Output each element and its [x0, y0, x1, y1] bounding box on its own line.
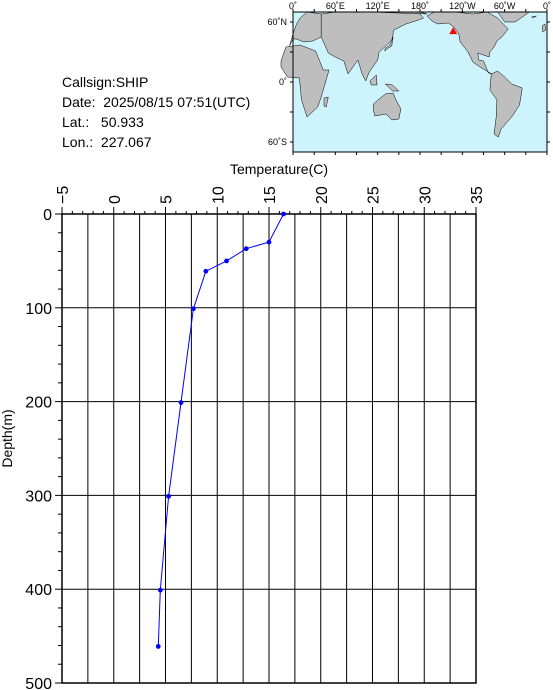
map-lon-label: 60˚E [326, 1, 345, 11]
x-tick-label: 10 [210, 186, 227, 204]
x-tick-label: 30 [417, 186, 434, 204]
x-tick-label: 15 [262, 186, 279, 204]
profile-point [191, 306, 196, 312]
profile-line [157, 213, 284, 647]
profile-point [224, 258, 229, 264]
map-lon-label: 120˚W [449, 1, 476, 11]
map-lat-label: 60˚N [267, 17, 287, 27]
station-marker [449, 27, 458, 35]
land-mass [541, 23, 546, 33]
profile-point [157, 587, 163, 593]
map-lon-label: 0˚ [543, 1, 551, 11]
land-mass [323, 96, 329, 108]
x-tick-label: −5 [55, 186, 72, 204]
land-mass [530, 15, 537, 19]
profile-point [178, 400, 184, 405]
land-mass [373, 92, 402, 121]
y-tick-label: 100 [25, 301, 52, 318]
date-text: Date: 2025/08/15 07:51(UTC) [62, 94, 251, 110]
latitude-text: Lat.: 50.933 [62, 114, 144, 130]
station-info: Callsign:SHIP Date: 2025/08/15 07:51(UTC… [62, 72, 250, 152]
map-south-band [293, 142, 547, 152]
map-lon-label: 60˚W [494, 1, 516, 11]
profile-point [266, 239, 272, 245]
land-mass [384, 36, 394, 52]
x-tick-label: 25 [366, 186, 383, 204]
profile-point [166, 493, 172, 499]
profile-point [203, 268, 209, 274]
land-mass [289, 11, 322, 47]
y-tick-label: 400 [25, 582, 52, 599]
world-map: 0˚ 60˚E 120˚E 180˚ 120˚W 60˚W 0˚60˚N0˚60˚S [267, 1, 551, 155]
profile-point [281, 211, 286, 217]
x-tick-label: 5 [159, 195, 176, 204]
map-lon-label: 0˚ [289, 1, 297, 11]
y-tick-label: 200 [25, 395, 52, 412]
map-lon-label: 120˚E [366, 1, 390, 11]
profile-point [155, 644, 161, 649]
longitude-text: Lon.: 227.067 [62, 134, 152, 150]
x-tick-label: 0 [107, 195, 124, 204]
y-axis-label: Depth(m) [0, 409, 15, 467]
land-mass [489, 70, 523, 138]
map-lat-label: 60˚S [268, 137, 287, 147]
land-mass [384, 83, 400, 92]
x-tick-label: 35 [469, 186, 486, 204]
map-lat-label: 0˚ [279, 77, 287, 87]
land-mass [426, 11, 509, 75]
map-lon-label: 180˚ [411, 1, 429, 11]
x-tick-label: 20 [314, 186, 331, 204]
y-tick-label: 0 [43, 207, 52, 224]
land-mass [369, 74, 378, 86]
y-tick-label: 300 [25, 488, 52, 505]
callsign-text: Callsign:SHIP [62, 74, 149, 90]
y-tick-label: 500 [25, 676, 52, 690]
x-axis-label: Temperature(C) [230, 161, 328, 177]
profile-point [243, 246, 249, 252]
